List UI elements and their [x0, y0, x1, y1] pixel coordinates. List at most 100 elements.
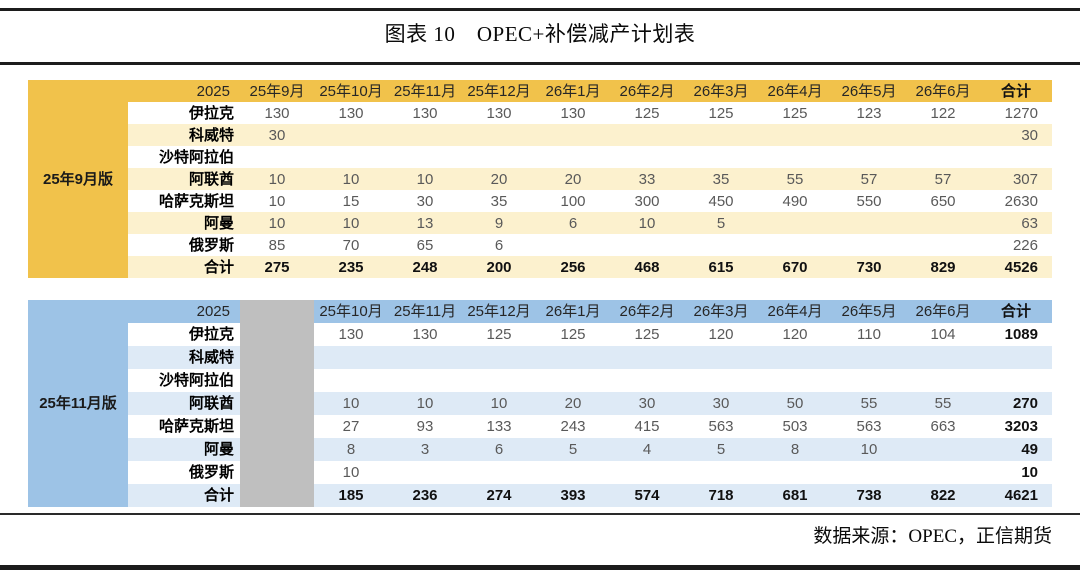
year-header: 2025 — [128, 300, 240, 323]
value-cell — [610, 369, 684, 392]
plan-table-nov-version: 25年11月版 2025 25年10月 25年11月 25年12月 26年1月 26年2月 2… — [28, 300, 1052, 507]
value-cell: 110 — [832, 323, 906, 346]
value-cell — [832, 346, 906, 369]
total-row: 合计 275 235 248 200 256 468 615 670 730 829 4526 — [28, 256, 1052, 278]
value-cell: 6 — [462, 438, 536, 461]
total-value-cell: 200 — [462, 256, 536, 278]
total-value-cell: 615 — [684, 256, 758, 278]
table-row: 伊拉克 130 130 125 125 125 120 120 110 104 1089 — [28, 323, 1052, 346]
country-label: 俄罗斯 — [128, 234, 240, 256]
data-source-note: 数据来源：OPEC，正信期货 — [813, 526, 1052, 547]
value-cell: 10 — [388, 392, 462, 415]
value-cell — [832, 461, 906, 484]
value-cell: 490 — [758, 190, 832, 212]
total-value-cell: 829 — [906, 256, 980, 278]
row-total-cell: 1270 — [980, 102, 1052, 124]
value-cell — [388, 461, 462, 484]
value-cell: 100 — [536, 190, 610, 212]
value-cell — [684, 124, 758, 146]
month-header: 26年2月 — [610, 80, 684, 102]
month-header: 26年2月 — [610, 300, 684, 323]
value-cell: 563 — [684, 415, 758, 438]
value-cell: 35 — [462, 190, 536, 212]
figure-title: 图表 10 OPEC+补偿减产计划表 — [384, 22, 696, 46]
value-cell — [314, 369, 388, 392]
value-cell — [388, 146, 462, 168]
row-total-cell — [980, 346, 1052, 369]
value-cell: 10 — [314, 168, 388, 190]
month-header: 26年3月 — [684, 80, 758, 102]
value-cell — [610, 146, 684, 168]
value-cell — [240, 346, 314, 369]
total-value-cell: 248 — [388, 256, 462, 278]
footer-top-rule — [0, 513, 1080, 515]
value-cell: 50 — [758, 392, 832, 415]
value-cell — [536, 146, 610, 168]
value-cell — [684, 234, 758, 256]
value-cell — [536, 346, 610, 369]
value-cell: 130 — [462, 102, 536, 124]
value-cell: 125 — [610, 323, 684, 346]
row-total-cell: 30 — [980, 124, 1052, 146]
country-label: 哈萨克斯坦 — [128, 415, 240, 438]
country-label: 阿联酋 — [128, 392, 240, 415]
value-cell: 125 — [462, 323, 536, 346]
total-value-cell: 235 — [314, 256, 388, 278]
value-cell: 55 — [758, 168, 832, 190]
value-cell — [240, 392, 314, 415]
total-value-cell: 670 — [758, 256, 832, 278]
total-value-cell: 256 — [536, 256, 610, 278]
total-value-cell: 185 — [314, 484, 388, 507]
value-cell: 4 — [610, 438, 684, 461]
value-cell — [906, 438, 980, 461]
country-label: 沙特阿拉伯 — [128, 146, 240, 168]
value-cell — [906, 369, 980, 392]
value-cell — [240, 438, 314, 461]
country-label: 伊拉克 — [128, 102, 240, 124]
value-cell: 133 — [462, 415, 536, 438]
value-cell: 550 — [832, 190, 906, 212]
value-cell: 5 — [536, 438, 610, 461]
value-cell: 10 — [240, 212, 314, 234]
row-total-cell: 49 — [980, 438, 1052, 461]
value-cell: 5 — [684, 438, 758, 461]
month-header: 25年12月 — [462, 80, 536, 102]
value-cell — [832, 212, 906, 234]
country-label: 阿联酋 — [128, 168, 240, 190]
row-total-cell: 3203 — [980, 415, 1052, 438]
row-total-cell: 1089 — [980, 323, 1052, 346]
table-row: 沙特阿拉伯 — [28, 369, 1052, 392]
country-label: 沙特阿拉伯 — [128, 369, 240, 392]
table-row: 阿联酋 10 10 10 20 30 30 50 55 55 270 — [28, 392, 1052, 415]
value-cell — [536, 124, 610, 146]
value-cell — [906, 124, 980, 146]
total-row-label: 合计 — [128, 484, 240, 507]
version-label: 25年11月版 — [28, 300, 128, 507]
value-cell: 6 — [462, 234, 536, 256]
month-header: 26年1月 — [536, 300, 610, 323]
total-value-cell: 681 — [758, 484, 832, 507]
table-row: 俄罗斯 10 10 — [28, 461, 1052, 484]
value-cell: 9 — [462, 212, 536, 234]
table-row: 伊拉克 130 130 130 130 130 125 125 125 123 122 1270 — [28, 102, 1052, 124]
value-cell: 8 — [758, 438, 832, 461]
table-row: 沙特阿拉伯 — [28, 146, 1052, 168]
value-cell: 125 — [684, 102, 758, 124]
value-cell: 55 — [906, 392, 980, 415]
value-cell — [906, 234, 980, 256]
value-cell — [462, 461, 536, 484]
total-value-cell: 718 — [684, 484, 758, 507]
month-header: 25年10月 — [314, 300, 388, 323]
value-cell: 10 — [388, 168, 462, 190]
value-cell — [684, 461, 758, 484]
value-cell — [240, 146, 314, 168]
value-cell: 10 — [314, 392, 388, 415]
value-cell — [462, 146, 536, 168]
value-cell: 33 — [610, 168, 684, 190]
table-row: 阿曼 10 10 13 9 6 10 5 63 — [28, 212, 1052, 234]
country-label: 俄罗斯 — [128, 461, 240, 484]
month-header: 26年4月 — [758, 300, 832, 323]
value-cell: 563 — [832, 415, 906, 438]
value-cell — [610, 461, 684, 484]
grand-total-cell: 4621 — [980, 484, 1052, 507]
